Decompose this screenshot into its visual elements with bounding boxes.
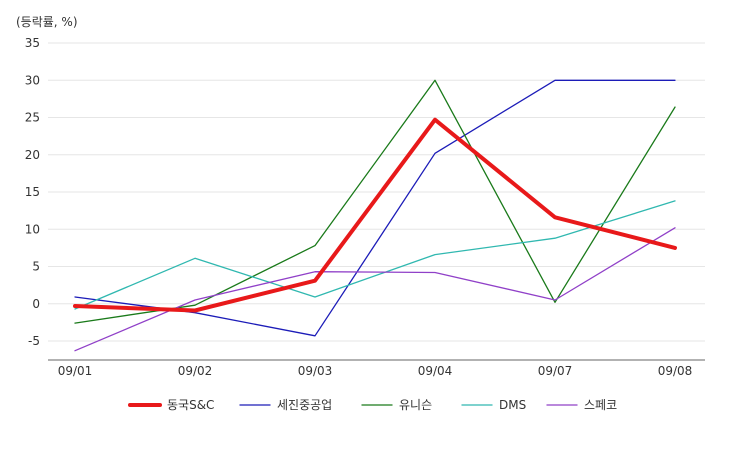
legend-label: 스페코 — [584, 398, 617, 412]
legend: 동국S&C 세진중공업 유니슨 DMS 스페코 — [128, 398, 617, 412]
legend-label: 유니슨 — [399, 398, 432, 412]
series-line-2 — [74, 79, 676, 337]
y-tick-label: 30 — [25, 73, 40, 87]
y-tick-label: 20 — [25, 148, 40, 162]
grid-lines — [48, 42, 705, 342]
legend-label: DMS — [499, 398, 526, 412]
legend-label: 동국S&C — [167, 398, 214, 412]
series-line-5 — [74, 227, 676, 352]
x-tick-label: 09/08 — [658, 364, 693, 378]
y-tick-label: 35 — [25, 36, 40, 50]
y-unit-label: (등락률, %) — [16, 15, 78, 29]
y-tick-labels: 35 30 25 20 15 10 5 0 -5 — [25, 36, 40, 348]
legend-label: 세진중공업 — [277, 398, 332, 412]
y-tick-label: 25 — [25, 111, 40, 125]
x-tick-label: 09/07 — [538, 364, 573, 378]
y-tick-label: 10 — [25, 222, 40, 236]
y-tick-label: 5 — [32, 260, 40, 274]
x-tick-label: 09/02 — [178, 364, 213, 378]
series-lines — [73, 79, 677, 352]
x-tick-label: 09/01 — [58, 364, 93, 378]
y-tick-label: 0 — [32, 297, 40, 311]
x-tick-label: 09/03 — [298, 364, 333, 378]
x-tick-labels: 09/01 09/02 09/03 09/04 09/07 09/08 — [58, 364, 693, 378]
y-tick-label: 15 — [25, 185, 40, 199]
series-line-4 — [74, 200, 676, 310]
series-line-1 — [73, 117, 677, 313]
x-tick-label: 09/04 — [418, 364, 453, 378]
y-tick-label: -5 — [28, 334, 40, 348]
